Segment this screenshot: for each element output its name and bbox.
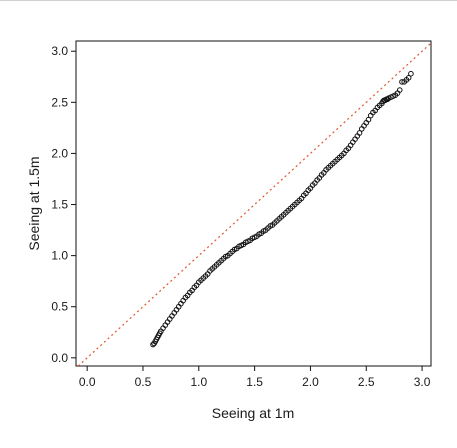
data-point — [396, 87, 403, 93]
y-axis-title: Seeing at 1.5m — [26, 156, 42, 250]
top-divider — [0, 0, 457, 1]
y-tick-label: 2.0 — [51, 146, 68, 160]
y-tick-label: 3.0 — [51, 44, 68, 58]
data-point — [408, 70, 414, 77]
y-tick-label: 2.5 — [51, 95, 68, 109]
x-tick-label: 3.0 — [414, 375, 431, 389]
data-point — [365, 116, 372, 123]
y-tick-label: 0.0 — [51, 351, 68, 365]
data-point — [405, 74, 412, 81]
x-tick-label: 1.5 — [246, 375, 263, 389]
x-tick-label: 0.0 — [79, 375, 96, 389]
x-tick-label: 2.0 — [302, 375, 319, 389]
data-points — [150, 70, 414, 348]
data-point — [399, 79, 405, 85]
y-tick-label: 0.5 — [51, 300, 68, 314]
data-point — [356, 130, 363, 136]
y-axis-ticks: 0.0 0.5 1.0 1.5 2.0 2.5 3.0 — [51, 44, 76, 365]
x-tick-label: 0.5 — [135, 375, 152, 389]
x-axis-ticks: 0.0 0.5 1.0 1.5 2.0 2.5 3.0 — [79, 366, 431, 389]
identity-reference-line — [77, 42, 431, 366]
plot-frame — [75, 40, 432, 367]
x-tick-label: 1.0 — [190, 375, 207, 389]
x-tick-label: 2.5 — [358, 375, 375, 389]
y-tick-label: 1.5 — [51, 198, 68, 212]
y-tick-label: 1.0 — [51, 249, 68, 263]
x-axis-title: Seeing at 1m — [212, 405, 295, 421]
